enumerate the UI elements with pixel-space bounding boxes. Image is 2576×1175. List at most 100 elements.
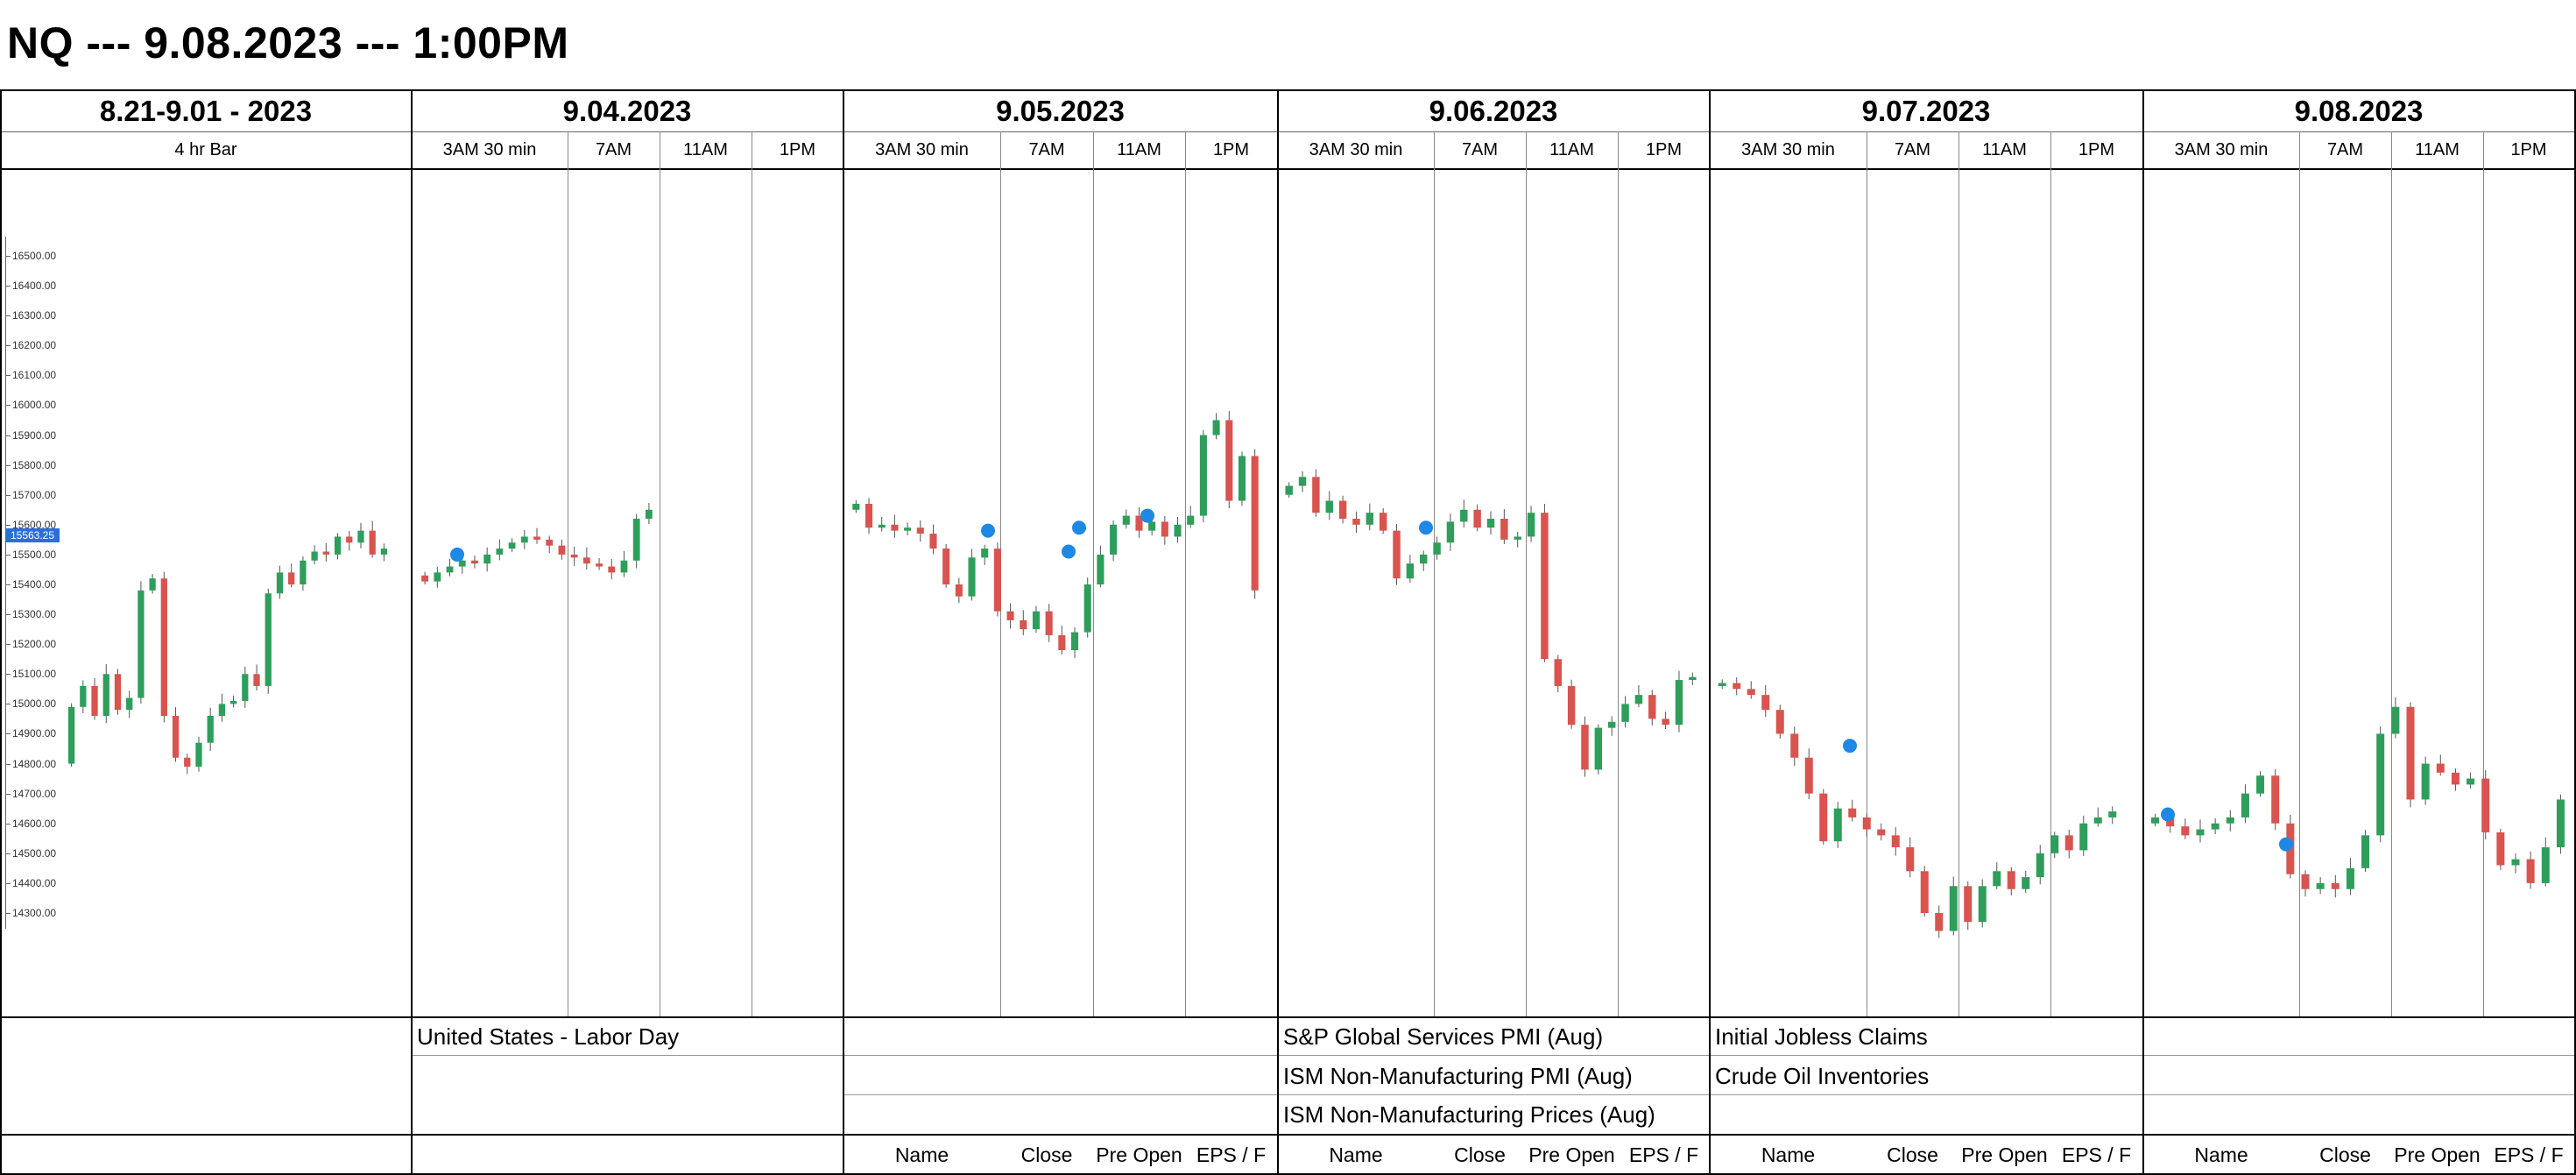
candle-body [1122,515,1130,525]
news-marker-icon[interactable] [981,523,995,538]
candle-body [1500,519,1508,540]
candle-body [380,549,388,555]
news-marker-icon[interactable] [1843,739,1857,754]
news-marker-icon[interactable] [2161,807,2175,822]
session-label-1pm: 1PM [2078,140,2115,159]
price-tick-mark [5,554,11,556]
news-marker-icon[interactable] [1062,544,1076,559]
candle-body [1761,695,1770,711]
candle-body [645,509,653,519]
price-tick-label: 14600.00 [12,817,57,830]
candle-body [434,572,441,582]
news-marker-icon[interactable] [2279,837,2293,852]
price-tick-mark [5,584,11,585]
price-tick-mark [5,256,11,257]
session-label-11am: 11AM [1982,140,2027,159]
price-tick-label: 15300.00 [12,608,57,621]
candle-body [1187,515,1195,525]
candle-body [2211,823,2220,830]
footer-close: Close [1887,1143,1938,1166]
session-divider [1618,131,1619,1016]
candle-body [1978,886,1987,923]
session-divider [1958,131,1959,1016]
candle-body [2050,835,2059,853]
news-marker-icon[interactable] [1419,520,1433,535]
candle-body [596,563,603,567]
candle-body [458,560,466,567]
candle-body [1607,721,1616,728]
day-divider [2574,89,2576,1175]
price-tick-mark [5,644,11,646]
candle-body [558,545,566,555]
price-tick-mark [5,733,11,735]
session-divider [1093,131,1094,1016]
day-divider [411,89,413,1175]
price-tick-label: 16200.00 [12,339,57,352]
candle-body [1862,817,1871,830]
candle-body [2022,877,2030,889]
price-tick-mark [5,494,11,496]
candle-body [1325,500,1333,513]
candle-body [322,551,329,555]
candle-body [865,503,873,528]
candle-body [2036,853,2044,878]
price-tick-mark [5,913,11,914]
candle-body [1675,680,1683,726]
candle-body [1964,886,1973,923]
candle-body [533,536,540,540]
price-tick-label: 15800.00 [12,458,57,471]
session-label-7am: 7AM [1461,140,1499,159]
session-label-1pm: 1PM [2510,140,2547,159]
price-tick-label: 14700.00 [12,787,57,800]
candle-body [300,560,307,584]
candle-body [2421,763,2430,800]
candle-body [1877,829,1886,836]
event-labor-day: United States - Labor Day [417,1023,680,1050]
day-divider [1277,89,1279,1175]
candle-body [608,566,616,573]
price-tick-label: 15500.00 [12,548,57,561]
footer-eps: EPS / F [2494,1143,2564,1166]
day-label-0907: 9.07.2023 [1861,95,1991,127]
session-label-3am: 3AM 30 min [442,140,537,159]
candle-body [138,590,145,698]
candle-body [1621,704,1629,722]
session-label-3am: 3AM 30 min [1741,140,1835,159]
day-label-0904: 9.04.2023 [562,95,692,127]
footer-eps: EPS / F [1196,1143,1267,1166]
candle-body [1199,435,1207,516]
candle-body [67,706,75,764]
price-tick-mark [5,614,11,616]
candle-body [1083,584,1091,633]
candle-body [1161,521,1168,537]
candle-body [2391,706,2400,734]
candle-body [2346,867,2354,889]
price-tick-mark [5,345,11,347]
chart-top-rule [0,168,2576,170]
candle-body [2166,817,2175,827]
day-label-0821: 8.21-9.01 - 2023 [99,95,313,127]
price-tick-label: 15400.00 [12,578,57,591]
news-marker-icon[interactable] [1140,508,1154,523]
candle-body [2451,772,2460,785]
news-marker-icon[interactable] [450,547,464,562]
candle-body [2467,778,2475,785]
session-divider [2050,131,2051,1016]
price-tick-label: 15600.00 [12,518,57,531]
candle-body [421,575,429,582]
candle-body [1338,500,1347,519]
session-label-11am: 11AM [1117,140,1161,159]
candle-body [126,697,133,711]
candle-body [1662,718,1669,726]
price-tick-mark [5,882,11,884]
session-label-11am: 11AM [1549,140,1594,159]
candle-body [1554,659,1562,686]
event-sp-services-pmi: S&P Global Services PMI (Aug) [1283,1023,1604,1050]
price-tick-label: 15000.00 [12,697,57,711]
session-divider [1526,131,1527,1016]
event-row-rule [412,1055,2576,1056]
session-label-7am: 7AM [595,140,632,159]
candle-body [149,578,156,591]
news-marker-icon[interactable] [1072,520,1086,535]
candle-body [242,674,249,701]
